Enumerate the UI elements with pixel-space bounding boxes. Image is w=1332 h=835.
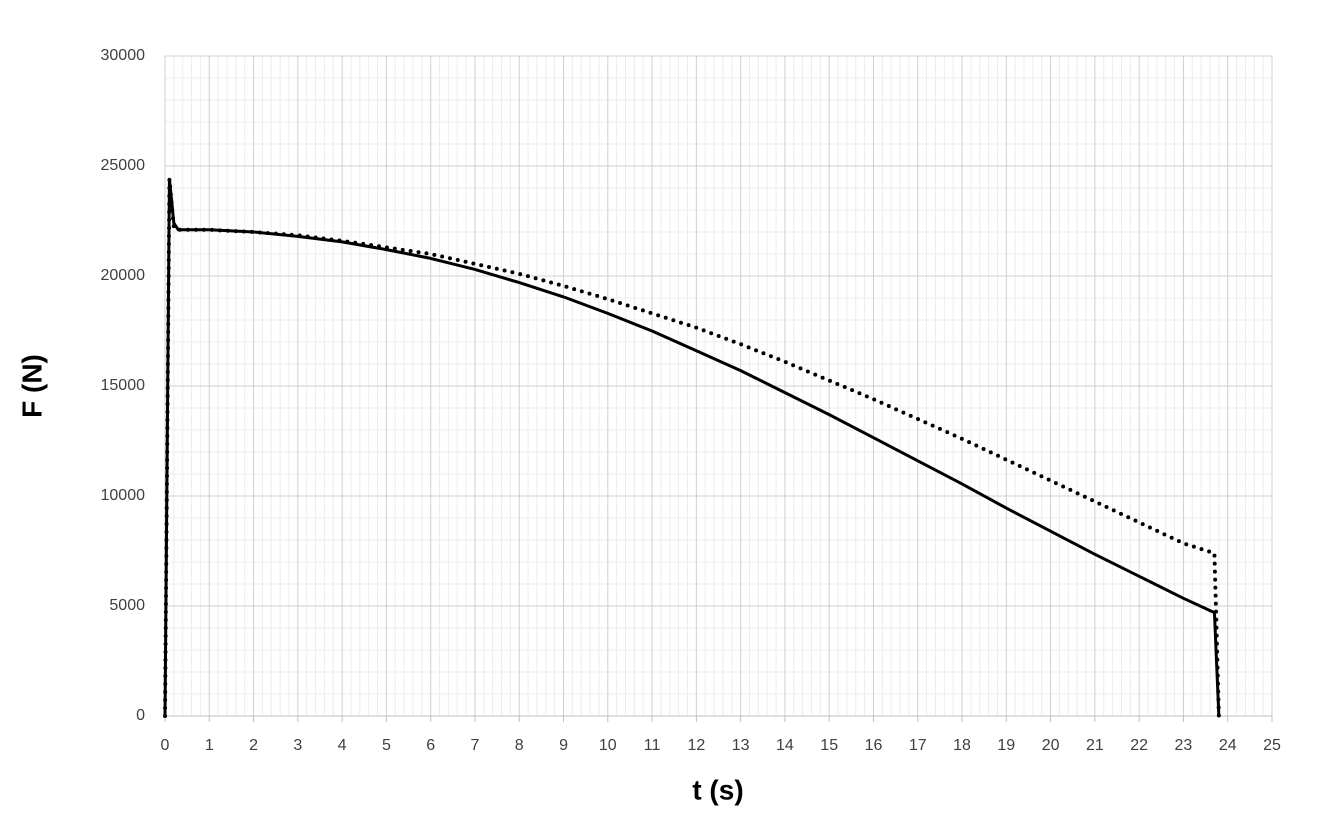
x-tick-label: 5	[382, 737, 391, 754]
y-tick-label: 15000	[101, 377, 146, 394]
x-tick-label: 19	[997, 737, 1015, 754]
x-tick-label: 9	[559, 737, 568, 754]
x-tick-label: 21	[1086, 737, 1104, 754]
x-tick-label: 20	[1042, 737, 1060, 754]
x-tick-label: 2	[249, 737, 258, 754]
line-series	[163, 177, 1221, 717]
x-tick-label: 10	[599, 737, 617, 754]
x-tick-label: 8	[515, 737, 524, 754]
x-tick-label: 12	[687, 737, 705, 754]
x-tick-label: 15	[820, 737, 838, 754]
x-tick-label: 6	[426, 737, 435, 754]
x-tick-label: 11	[644, 737, 661, 754]
x-tick-label: 22	[1130, 737, 1148, 754]
x-tick-label: 7	[471, 737, 480, 754]
y-tick-label: 10000	[101, 487, 146, 504]
y-tick-label: 25000	[101, 157, 146, 174]
x-tick-label: 1	[205, 737, 214, 754]
x-tick-label: 24	[1219, 737, 1237, 754]
x-tick-label: 13	[732, 737, 750, 754]
x-tick-label: 25	[1263, 737, 1281, 754]
x-tick-label: 4	[338, 737, 347, 754]
x-tick-label: 0	[161, 737, 170, 754]
x-tick-label: 16	[865, 737, 883, 754]
y-tick-label: 0	[136, 707, 145, 724]
x-tick-label: 3	[293, 737, 302, 754]
y-tick-label: 20000	[101, 267, 146, 284]
y-tick-label: 30000	[101, 47, 146, 64]
x-tick-label: 14	[776, 737, 794, 754]
y-tick-label: 5000	[109, 597, 145, 614]
x-tick-label: 23	[1175, 737, 1193, 754]
x-tick-label: 17	[909, 737, 927, 754]
line-series	[163, 177, 1221, 718]
x-axis-title: t (s)	[692, 774, 743, 805]
x-tick-label: 18	[953, 737, 971, 754]
y-axis-title: F (N)	[16, 354, 47, 418]
